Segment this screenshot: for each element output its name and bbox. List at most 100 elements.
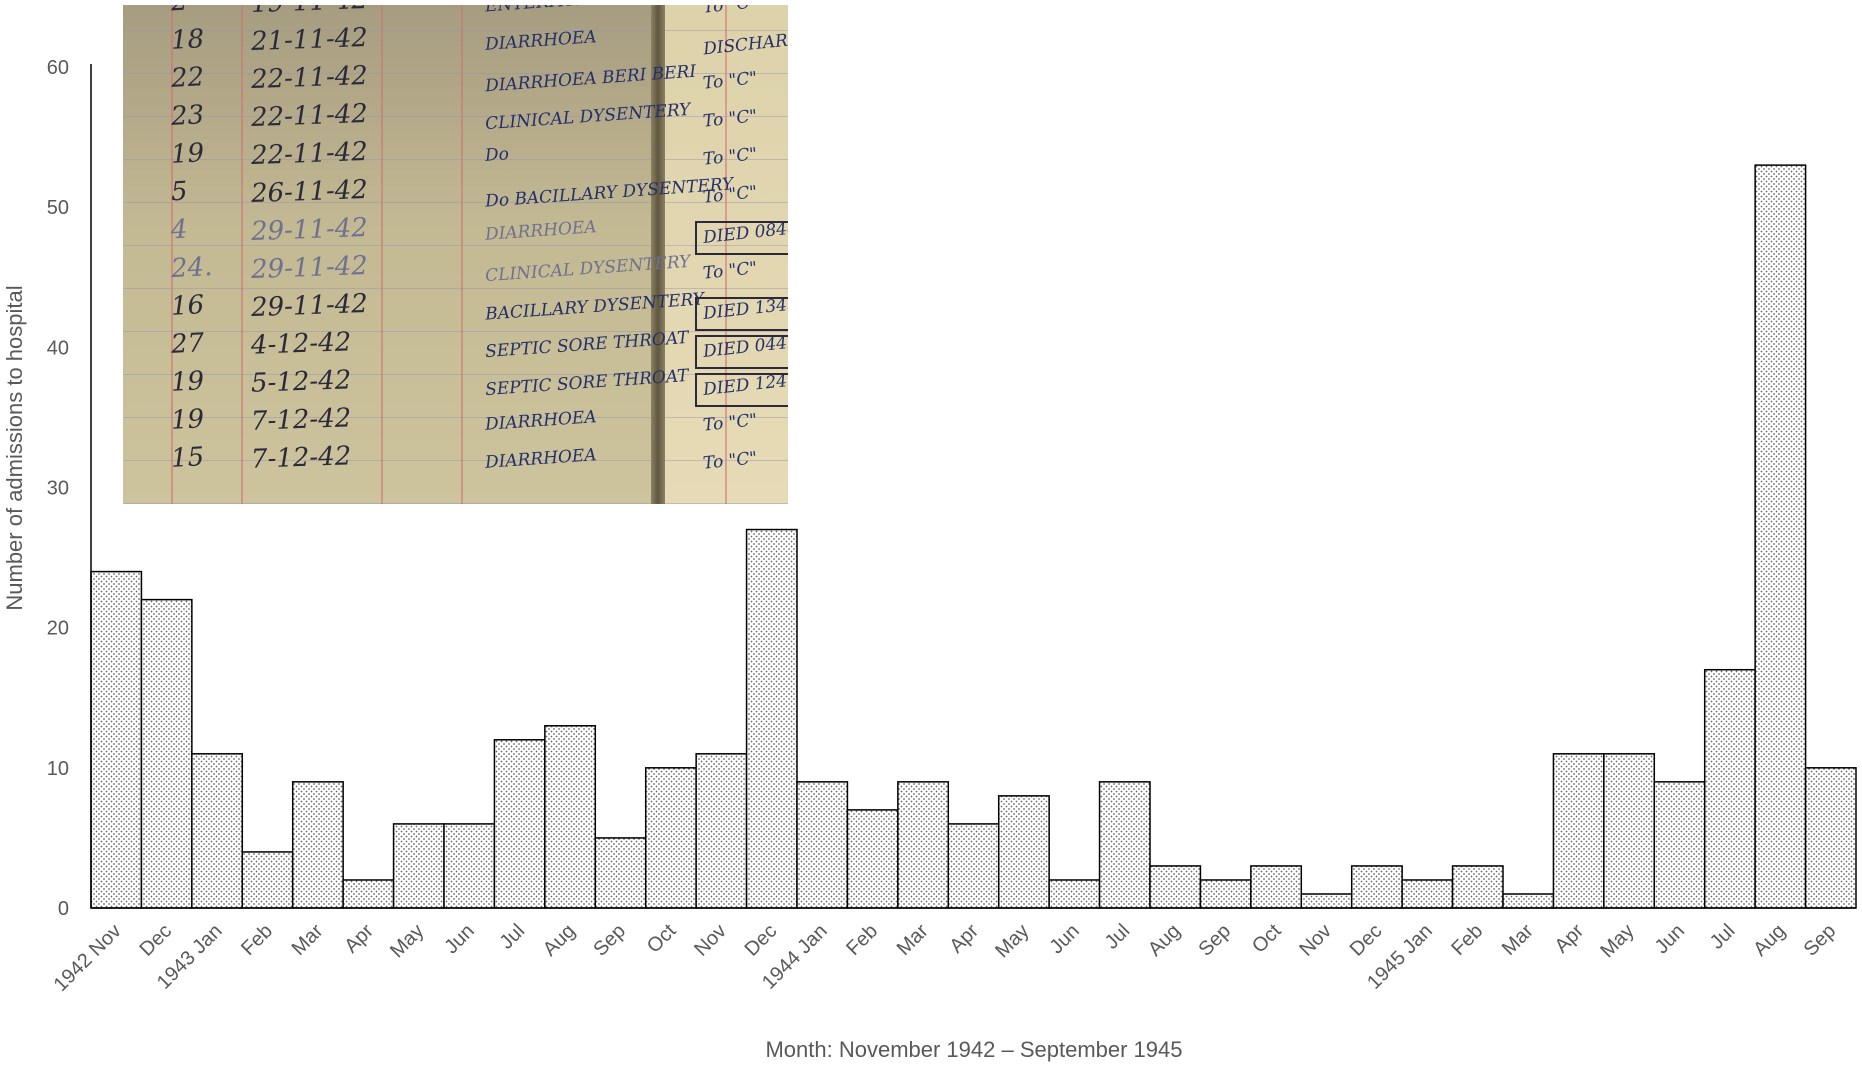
ledger-ink-text: 19 (170, 138, 205, 170)
x-tick-label: Oct (1248, 920, 1286, 958)
ledger-ink-text: 23 (170, 100, 205, 132)
bar-27 (1451, 865, 1504, 909)
bar-29 (1552, 753, 1605, 909)
bar-24 (1300, 893, 1353, 909)
bar-10 (594, 837, 647, 909)
y-tick-label: 0 (58, 898, 69, 920)
ledger-ink-text: 5 (170, 176, 189, 208)
ledger-ink-text: 22 (170, 62, 205, 94)
bar-25 (1350, 865, 1403, 909)
ledger-ink-text: 29-11-42 (250, 250, 369, 286)
bar-0 (90, 570, 143, 909)
y-tick-labels: 0 10 20 30 40 50 60 (47, 57, 69, 920)
ledger-ink-text: 4 (170, 214, 189, 246)
y-tick-label: 10 (47, 758, 69, 780)
ledger-ink-text: 22-11-42 (250, 136, 369, 172)
x-tick-label: Aug (1144, 920, 1185, 961)
x-tick-label: Apr (1551, 920, 1589, 958)
ledger-ink-text: 4-12-42 (250, 327, 352, 361)
bar-13 (745, 528, 798, 909)
bar-31 (1653, 781, 1706, 909)
bar-group (90, 164, 1857, 909)
y-tick-label: 50 (47, 197, 69, 219)
bar-32 (1703, 668, 1756, 909)
bar-28 (1502, 893, 1555, 909)
bar-7 (443, 823, 496, 909)
ledger-ink-text: Do (484, 144, 510, 166)
x-tick-label: Jul (496, 920, 530, 954)
x-tick-label: Jun (1651, 920, 1689, 958)
x-tick-label: Nov (1295, 920, 1336, 961)
bar-4 (291, 781, 344, 909)
ledger-ink-text: 16 (170, 290, 205, 322)
bar-20 (1098, 781, 1151, 909)
bar-8 (493, 739, 546, 909)
ledger-ink-text: 19 (170, 366, 205, 398)
bar-12 (695, 753, 748, 909)
ledger-ink-text: 22-11-42 (250, 98, 369, 134)
ledger-ink-text: 24. (170, 251, 214, 285)
bar-23 (1250, 865, 1303, 909)
bar-15 (846, 809, 899, 909)
ledger-ink-text: 27 (170, 328, 205, 360)
bar-1 (140, 598, 193, 909)
x-tick-label: Feb (842, 920, 882, 960)
ledger-died-box (695, 373, 788, 407)
ledger-ink-text: 26-11-42 (250, 174, 369, 210)
x-tick-label: Nov (690, 920, 731, 961)
bar-11 (644, 767, 697, 909)
bar-19 (1048, 879, 1101, 909)
x-tick-label: Sep (1194, 920, 1235, 961)
ledger-ink-text: 21-11-42 (250, 22, 369, 58)
x-tick-label: Sep (1800, 920, 1841, 961)
ledger-ink-text: 2 (170, 5, 188, 17)
y-tick-label: 40 (47, 337, 69, 359)
x-tick-label: Mar (288, 920, 328, 960)
x-tick-label: Feb (237, 920, 277, 960)
bar-26 (1401, 879, 1454, 909)
bar-14 (796, 781, 849, 909)
ledger-ink-text: 7-12-42 (250, 441, 352, 475)
x-tick-label: May (1596, 920, 1638, 962)
bar-6 (392, 823, 445, 909)
ledger-photo: 219-11-42ENTERITISTo "C"1821-11-42DIARRH… (123, 5, 788, 504)
x-tick-label: Apr (945, 920, 983, 958)
x-tick-label: Oct (643, 920, 681, 958)
ledger-ink-text: 29-11-42 (250, 212, 369, 248)
ledger-ink-text: 7-12-42 (250, 403, 352, 437)
ledger-died-box (695, 221, 788, 255)
ledger-died-box (695, 297, 788, 331)
x-axis-title: Month: November 1942 – September 1945 (765, 1037, 1182, 1062)
x-tick-label: Mar (893, 920, 933, 960)
ledger-ink-text: 29-11-42 (250, 288, 369, 324)
x-tick-label: Dec (135, 920, 176, 961)
x-tick-label: Sep (589, 920, 630, 961)
x-tick-label: Apr (340, 920, 378, 958)
y-tick-label: 60 (47, 57, 69, 79)
ledger-ink-text: 15 (170, 442, 205, 474)
y-tick-label: 20 (47, 618, 69, 640)
x-tick-label: 1942 Nov (50, 920, 126, 996)
x-tick-label: Dec (741, 920, 782, 961)
bar-22 (1199, 879, 1252, 909)
ledger-gutter (651, 5, 665, 504)
x-tick-label: Jul (1101, 920, 1135, 954)
bar-5 (342, 879, 395, 909)
ledger-died-box (695, 335, 788, 369)
bar-21 (1149, 865, 1202, 909)
bar-3 (241, 851, 294, 909)
bar-34 (1804, 767, 1857, 909)
x-tick-label: Jun (440, 920, 478, 958)
ledger-ink-text: 5-12-42 (250, 365, 352, 399)
x-tick-label: Feb (1447, 920, 1487, 960)
bar-16 (897, 781, 950, 909)
ledger-ink-text: 19 (170, 404, 205, 436)
ledger-left-page (123, 5, 658, 504)
ledger-ink-text: 18 (170, 24, 205, 56)
x-tick-label: Jun (1046, 920, 1084, 958)
y-axis-title: Number of admissions to hospital (2, 285, 27, 610)
bar-33 (1754, 164, 1807, 909)
x-tick-label: Aug (1749, 920, 1790, 961)
ledger-ink-text: 22-11-42 (250, 60, 369, 96)
